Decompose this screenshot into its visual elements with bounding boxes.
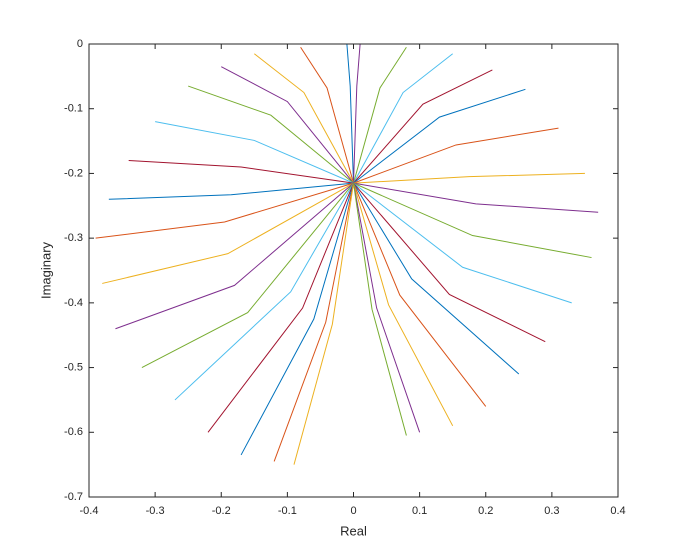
data-line — [300, 46, 354, 184]
data-line — [353, 183, 454, 427]
x-tick-label: 0.1 — [412, 505, 427, 517]
data-line — [353, 182, 520, 375]
data-line — [95, 182, 354, 239]
y-tick-label: -0.6 — [64, 426, 83, 438]
data-line — [115, 182, 354, 330]
x-tick-label: 0.2 — [478, 505, 493, 517]
x-tick-label: -0.2 — [212, 505, 231, 517]
x-tick-label: -0.4 — [80, 505, 99, 517]
data-line — [293, 183, 354, 465]
data-line — [353, 88, 526, 184]
data-line — [141, 182, 354, 369]
x-tick-label: 0 — [350, 505, 356, 517]
data-line — [353, 53, 453, 184]
y-tick-label: -0.7 — [64, 491, 83, 503]
data-line — [240, 182, 354, 456]
data-line — [353, 182, 487, 407]
y-tick-label: -0.2 — [64, 167, 83, 179]
data-line — [102, 182, 354, 284]
data-line — [353, 182, 592, 259]
y-tick-label: -0.4 — [64, 297, 83, 309]
data-line — [353, 127, 559, 184]
data-line — [273, 183, 354, 462]
data-line — [207, 182, 354, 433]
data-line — [108, 182, 354, 200]
data-line — [155, 121, 354, 184]
data-line — [353, 182, 546, 343]
y-axis-label: Imaginary — [38, 241, 53, 299]
data-line — [353, 46, 407, 184]
data-line — [353, 182, 572, 304]
data-line — [353, 183, 407, 436]
y-tick-label: -0.5 — [64, 361, 83, 373]
data-line — [353, 182, 599, 213]
plot-area — [89, 44, 618, 497]
y-tick-label: -0.3 — [64, 232, 83, 244]
data-line — [346, 43, 354, 184]
data-line — [128, 159, 354, 184]
x-tick-label: 0.4 — [610, 505, 625, 517]
y-tick-label: 0 — [77, 38, 83, 50]
x-tick-label: -0.1 — [278, 505, 297, 517]
y-tick-label: -0.1 — [64, 103, 83, 115]
x-axis-label: Real — [340, 523, 367, 538]
data-line — [254, 53, 354, 184]
x-tick-label: 0.3 — [544, 505, 559, 517]
data-line — [353, 183, 421, 433]
data-line — [353, 172, 585, 184]
data-line — [353, 69, 493, 184]
data-line — [174, 182, 354, 401]
x-tick-label: -0.3 — [146, 505, 165, 517]
data-line — [188, 85, 354, 184]
data-line — [221, 66, 354, 184]
data-line — [353, 43, 361, 184]
